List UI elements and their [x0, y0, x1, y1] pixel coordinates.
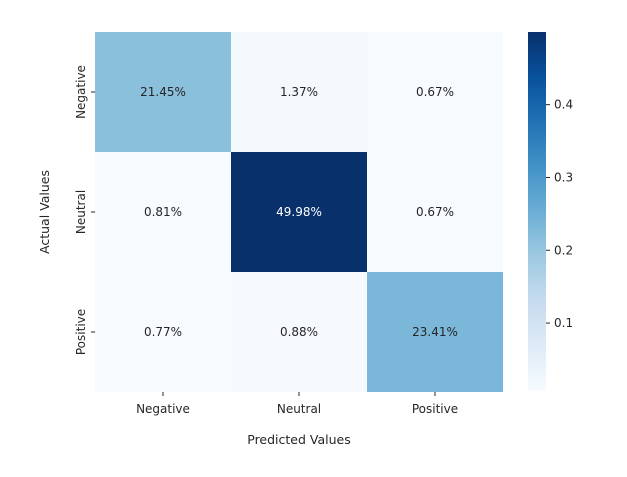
cell-value-label: 1.37%	[280, 85, 318, 99]
heatmap-cell	[231, 272, 367, 392]
cell-value-label: 0.67%	[416, 85, 454, 99]
cell-value-label: 23.41%	[412, 325, 458, 339]
y-axis-title: Actual Values	[37, 170, 52, 254]
colorbar-tick-label: 0.4	[554, 98, 573, 112]
colorbar-tick-label: 0.3	[554, 170, 573, 184]
cell-value-label: 0.81%	[144, 205, 182, 219]
colorbar	[528, 32, 546, 391]
y-tick-label: Negative	[74, 65, 88, 119]
y-tick-label: Neutral	[74, 190, 88, 234]
cell-value-label: 0.67%	[416, 205, 454, 219]
heatmap-cell	[231, 32, 367, 152]
x-axis-ticks: Negative Neutral Positive	[136, 392, 458, 416]
heatmap-cell	[95, 272, 231, 392]
y-tick-label: Positive	[74, 309, 88, 355]
colorbar-tick-label: 0.1	[554, 316, 573, 330]
heatmap-cell	[367, 32, 503, 152]
heatmap-cell	[367, 272, 503, 392]
cell-value-label: 21.45%	[140, 85, 186, 99]
colorbar-tick-label: 0.2	[554, 243, 573, 257]
cell-value-label: 0.88%	[280, 325, 318, 339]
heatmap-cells	[95, 32, 503, 392]
cell-value-label: 49.98%	[276, 205, 322, 219]
x-axis-title: Predicted Values	[247, 432, 351, 447]
cell-value-label: 0.77%	[144, 325, 182, 339]
heatmap-cell	[367, 152, 503, 272]
heatmap-cell-labels: 21.45% 1.37% 0.67% 0.81% 49.98% 0.67% 0.77% 0.8…	[140, 85, 458, 339]
x-tick-label: Negative	[136, 402, 190, 416]
x-tick-label: Neutral	[277, 402, 321, 416]
y-axis-ticks: Negative Neutral Positive	[74, 65, 95, 355]
heatmap-cell	[95, 152, 231, 272]
colorbar-ticks: 0.1 0.2 0.3 0.4	[546, 98, 573, 330]
heatmap-cell	[95, 32, 231, 152]
x-tick-label: Positive	[412, 402, 458, 416]
heatmap-cell	[231, 152, 367, 272]
